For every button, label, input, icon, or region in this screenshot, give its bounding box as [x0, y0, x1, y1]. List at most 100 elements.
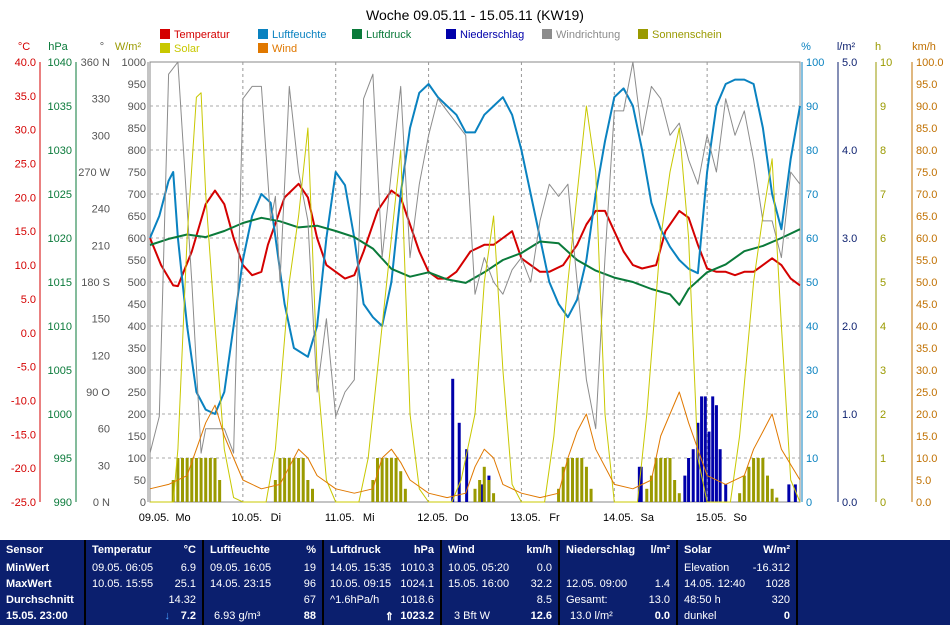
bar-niederschlag — [457, 422, 461, 502]
niederschlag-unit: l/m² — [650, 544, 670, 556]
bar-niederschlag — [714, 405, 718, 502]
press-tick-label: 995 — [54, 453, 72, 465]
legend-swatch — [542, 29, 552, 39]
bar-niederschlag — [700, 396, 704, 502]
rain-max-time: 12.05. 09:00 — [566, 578, 628, 590]
axis-unit-label: °C — [18, 41, 30, 53]
hum-tick-label: 100 — [806, 57, 824, 69]
bar-sonnenschein — [575, 458, 579, 502]
solar-tick-label: 550 — [128, 255, 146, 267]
legend-swatch — [160, 29, 170, 39]
axis-unit-label: W/m² — [115, 41, 142, 53]
wind-tick-label: 50.0 — [916, 277, 937, 289]
wind-tick-label: 5.0 — [916, 475, 931, 487]
solar-tick-label: 800 — [128, 145, 146, 157]
wind-tick-label: 10.0 — [916, 453, 937, 465]
wind-tick-label: 65.0 — [916, 211, 937, 223]
temp-tick-label: 35.0 — [15, 91, 36, 103]
bar-sonnenschein — [278, 458, 282, 502]
series-line-solar — [150, 92, 801, 503]
legend-label: Niederschlag — [460, 29, 524, 41]
hum-tick-label: 10 — [806, 453, 818, 465]
press-max-time: 10.05. 09:15 — [330, 578, 392, 590]
axis-unit-labels: °C hPa ° W/m²% l/m² h km/h — [18, 41, 936, 53]
x-day-label: Do — [455, 512, 469, 524]
bar-sonnenschein — [199, 458, 203, 502]
press-trend: ^1.6hPa/h — [330, 594, 380, 606]
sun-tick-label: 5 — [880, 277, 886, 289]
dir-tick-label: 60 — [98, 424, 110, 436]
bar-sonnenschein — [194, 458, 198, 502]
press-tick-label: 1005 — [48, 365, 72, 377]
solar-state: dunkel — [684, 610, 717, 622]
bar-sonnenschein — [663, 458, 667, 502]
bar-sonnenschein — [371, 480, 375, 502]
bar-sonnenschein — [752, 458, 756, 502]
solar-tick-label: 200 — [128, 409, 146, 421]
rain-tick-label: 5.0 — [842, 57, 857, 69]
wind-tick-label: 20.0 — [916, 409, 937, 421]
legend-label: Temperatur — [174, 29, 230, 41]
solar-elev-label: Elevation — [684, 562, 730, 574]
press-tick-label: 1035 — [48, 101, 72, 113]
legend-swatch — [258, 29, 268, 39]
sun-tick-label: 3 — [880, 365, 886, 377]
temp-tick-label: 10.0 — [15, 260, 36, 272]
solar-elev-value: -16.312 — [752, 562, 790, 574]
hum-tick-label: 40 — [806, 321, 818, 333]
solar-tick-label: 350 — [128, 343, 146, 355]
bar-sonnenschein — [761, 458, 765, 502]
x-day-label: So — [733, 512, 746, 524]
press-min-time: 14.05. 15:35 — [330, 562, 392, 574]
series-line-wind — [149, 391, 801, 499]
bar-sonnenschein — [677, 493, 681, 502]
bar-sonnenschein — [287, 458, 291, 502]
bar-series — [171, 378, 797, 502]
bar-sonnenschein — [580, 458, 584, 502]
hum-tick-label: 0 — [806, 497, 812, 509]
wind-tick-label: 35.0 — [916, 343, 937, 355]
bar-sonnenschein — [649, 475, 653, 502]
solar-tick-label: 650 — [128, 211, 146, 223]
rain-total-value: 13.0 — [648, 594, 670, 606]
x-date-label: 10.05. — [232, 512, 263, 524]
hum-tick-label: 20 — [806, 409, 818, 421]
max-row-label: MaxWert — [6, 578, 52, 590]
press-tick-label: 1000 — [48, 409, 72, 421]
series-line-temperatur — [149, 182, 801, 288]
bar-sonnenschein — [561, 466, 565, 502]
wind-tick-label: 55.0 — [916, 255, 937, 267]
rain-tick-label: 3.0 — [842, 233, 857, 245]
current-timestamp: 15.05. 23:00 — [6, 610, 68, 622]
axis-unit-label: % — [801, 41, 811, 53]
solar-max-time: 14.05. 12:40 — [684, 578, 746, 590]
legend-swatch — [638, 29, 648, 39]
bar-sonnenschein — [473, 488, 477, 502]
solar-tick-label: 400 — [128, 321, 146, 333]
x-day-label: Mi — [363, 512, 375, 524]
sensor-header: Sensor — [6, 544, 44, 556]
legend-swatch — [258, 43, 268, 53]
press-max-value: 1024.1 — [400, 578, 434, 590]
sun-tick-label: 8 — [880, 145, 886, 157]
axis-unit-label: hPa — [48, 41, 68, 53]
solar-tick-label: 600 — [128, 233, 146, 245]
hum-avg-value: 67 — [303, 594, 316, 606]
wind-tick-label: 30.0 — [916, 365, 937, 377]
empty-column — [798, 540, 950, 625]
bar-sonnenschein — [399, 471, 403, 502]
wind-tick-label: 15.0 — [916, 431, 937, 443]
sensor-column: Sensor MinWert MaxWert Durchschnitt 15.0… — [0, 540, 84, 625]
rain-current-sum: 13.0 l/m² — [570, 610, 613, 622]
hum-absolute: 6.93 g/m³ — [214, 610, 261, 622]
bar-sonnenschein — [380, 458, 384, 502]
bar-sonnenschein — [301, 458, 305, 502]
bar-niederschlag — [724, 484, 728, 502]
temp-tick-label: 15.0 — [15, 226, 36, 238]
sun-tick-label: 9 — [880, 101, 886, 113]
temp-tick-label: -15.0 — [11, 429, 36, 441]
bar-niederschlag — [718, 449, 722, 502]
temperatur-unit: °C — [183, 544, 196, 556]
sun-tick-label: 1 — [880, 453, 886, 465]
dir-tick-label: 90 O — [86, 387, 110, 399]
